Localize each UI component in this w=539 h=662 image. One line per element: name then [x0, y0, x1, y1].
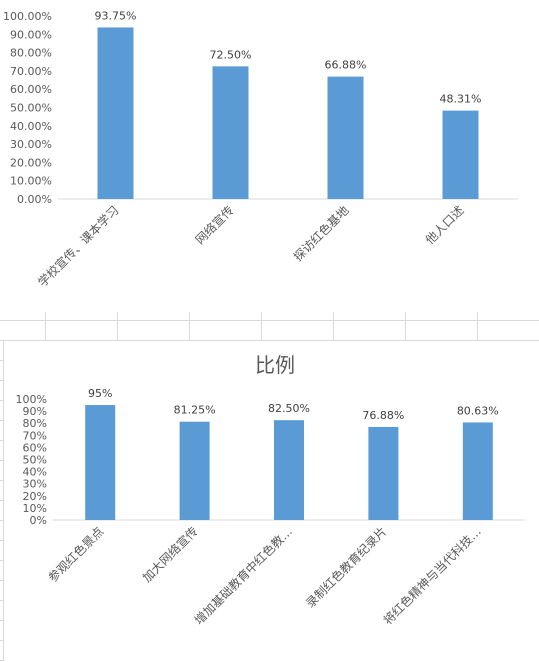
category-label: 加大网络宣传 — [139, 524, 201, 586]
data-label: 76.88% — [362, 409, 404, 422]
y-tick-label: 70.00% — [10, 65, 52, 78]
data-label: 80.63% — [457, 404, 499, 417]
chart-title: 比例 — [255, 353, 295, 377]
category-label: 学校宣传、课本学习 — [35, 203, 122, 290]
bar[interactable] — [97, 27, 134, 199]
data-label: 81.25% — [174, 404, 216, 417]
y-tick-label: 30% — [23, 478, 47, 491]
y-tick-label: 20% — [23, 490, 47, 503]
category-label: 探访红色基地 — [290, 203, 352, 265]
data-label: 82.50% — [268, 402, 310, 415]
chart-2-svg: 比例 0%10%20%30%40%50%60%70%80%90%100% 95% 参… — [16, 353, 525, 628]
chart-1-svg: 0.00% 10.00% 20.00% 30.00% 40.00% 50.00% 60.00… — [3, 9, 518, 290]
data-label: 95% — [88, 387, 112, 400]
category-label: 增加基础教育中红色教… — [191, 524, 295, 628]
bar[interactable] — [368, 426, 399, 520]
category-label: 参观红色景点 — [45, 524, 107, 586]
data-label: 48.31% — [440, 93, 482, 106]
y-tick-label: 0% — [30, 514, 47, 527]
y-tick-label: 0.00% — [17, 193, 52, 206]
category-label: 网络宣传 — [192, 203, 237, 248]
y-tick-label: 40.00% — [10, 120, 52, 133]
y-tick-label: 60.00% — [10, 83, 52, 96]
chart-2[interactable]: 比例 0% 10% 20% 30% 40% 50% 60% 70% 80% 90% 100% 95% 参… — [3, 340, 539, 661]
bar[interactable] — [85, 405, 116, 520]
category-label: 他人口述 — [423, 203, 467, 247]
category-label: 录制红色教育纪录片 — [303, 524, 390, 611]
y-tick-label: 70% — [23, 429, 47, 442]
bar[interactable] — [327, 76, 364, 199]
bar[interactable] — [274, 420, 304, 520]
y-tick-label: 90.00% — [10, 28, 52, 41]
data-label: 66.88% — [325, 59, 367, 72]
y-tick-label: 10% — [23, 502, 47, 515]
y-tick-label: 20.00% — [10, 156, 52, 169]
bar[interactable] — [179, 421, 210, 520]
chart-1[interactable]: 0.00% 10.00% 20.00% 30.00% 40.00% 50.00% 60.00… — [0, 0, 539, 312]
bar[interactable] — [212, 66, 249, 199]
bar[interactable] — [442, 110, 479, 199]
y-tick-label: 80% — [23, 417, 47, 430]
y-tick-label: 30.00% — [10, 138, 52, 151]
y-tick-label: 100.00% — [3, 10, 52, 23]
bar[interactable] — [462, 422, 493, 520]
y-tick-label: 40% — [23, 466, 47, 479]
category-label: 将红色精神与当代科技… — [380, 524, 484, 628]
data-label: 93.75% — [95, 9, 137, 22]
y-tick-label: 10.00% — [10, 175, 52, 188]
y-tick-label: 60% — [23, 441, 47, 454]
y-tick-label: 50.00% — [10, 102, 52, 115]
y-tick-label: 90% — [23, 405, 47, 418]
y-tick-label: 100% — [16, 393, 47, 406]
y-tick-label: 50% — [23, 454, 47, 467]
y-tick-label: 80.00% — [10, 47, 52, 60]
data-label: 72.50% — [210, 48, 252, 61]
